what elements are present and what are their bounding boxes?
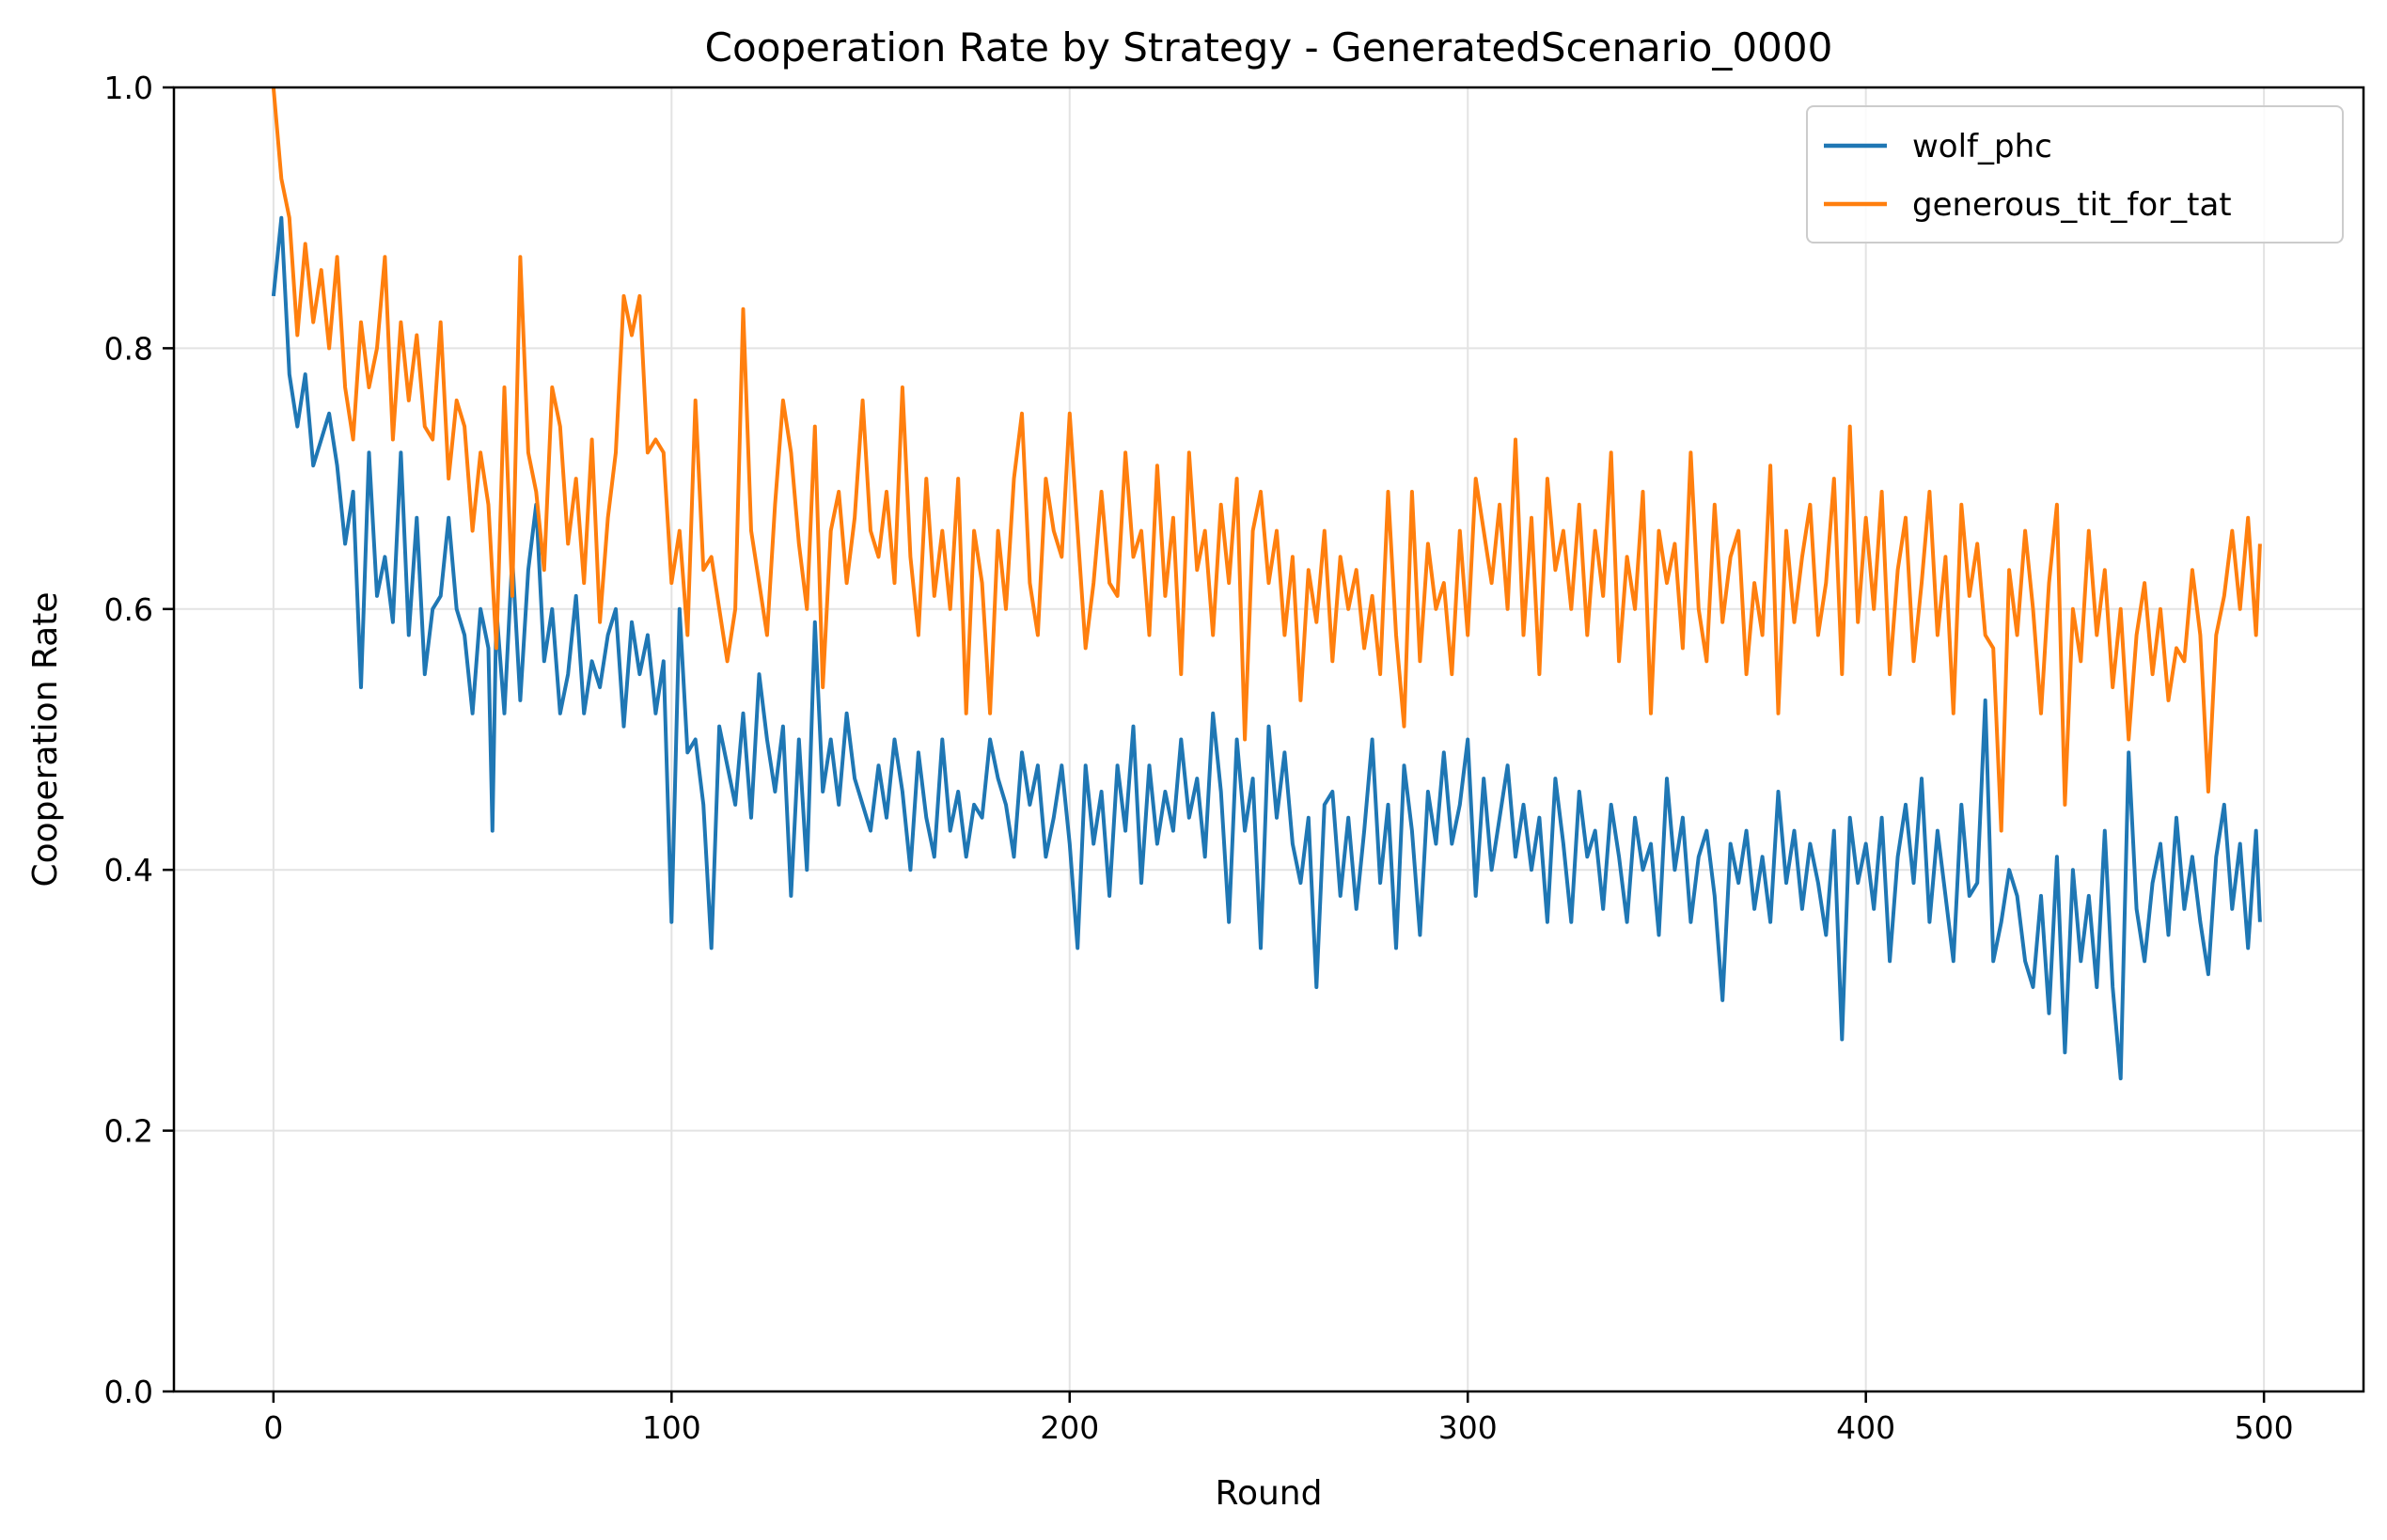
- x-tick-label: 100: [642, 1409, 701, 1446]
- y-tick-label: 0.0: [104, 1374, 153, 1410]
- series-lines: [271, 87, 2262, 1081]
- x-tick-label: 0: [263, 1409, 283, 1446]
- y-tick-label: 1.0: [104, 70, 153, 106]
- y-tick-label: 0.2: [104, 1113, 153, 1150]
- series-line-generous_tit_for_tat: [271, 87, 2262, 833]
- plot-frame: [172, 86, 2365, 1393]
- legend-label: generous_tit_for_tat: [1912, 186, 2232, 224]
- legend: wolf_phc generous_tit_for_tat: [1806, 105, 2344, 244]
- y-axis-label: Cooperation Rate: [26, 592, 65, 888]
- chart-title: Cooperation Rate by Strategy - Generated…: [705, 24, 1833, 71]
- x-axis-label: Round: [1216, 1474, 1323, 1513]
- legend-box: [1806, 105, 2344, 244]
- y-tick-label: 0.4: [104, 852, 153, 888]
- legend-label: wolf_phc: [1912, 128, 2052, 165]
- y-tick-label: 0.8: [104, 330, 153, 367]
- x-tick-label: 200: [1040, 1409, 1099, 1446]
- x-tick-label: 500: [2235, 1409, 2294, 1446]
- series-line-wolf_phc: [271, 215, 2262, 1081]
- x-tick-label: 400: [1836, 1409, 1895, 1446]
- y-tick-label: 0.6: [104, 591, 153, 628]
- axis-ticks: 0 100 200 300 400 500 0.0 0.2 0.4 0.6 0.8 1.0: [104, 70, 2294, 1446]
- x-tick-label: 300: [1438, 1409, 1498, 1446]
